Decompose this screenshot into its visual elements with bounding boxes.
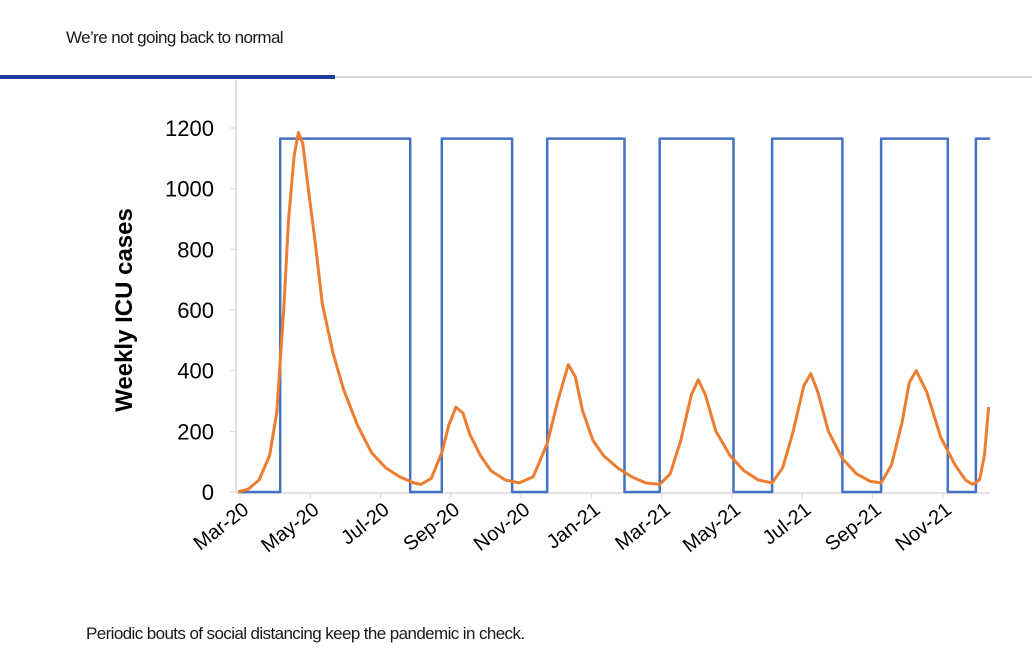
x-tick-label: Jan-21 [543, 499, 605, 554]
icu-cases-series [237, 131, 991, 494]
caption: Periodic bouts of social distancing keep… [86, 624, 525, 643]
header-title: We’re not going back to normal [66, 28, 284, 47]
y-axis: 0 200 400 600 800 1000 1200 Weekly ICU cases [111, 80, 237, 505]
header-divider [0, 76, 1032, 78]
x-tick-label: Nov-20 [470, 499, 534, 556]
x-axis: Mar-20 May-20 Jul-20 Sep-20 Nov-20 Jan-21 Mar-… [190, 492, 990, 557]
x-tick-label: Sep-21 [821, 499, 885, 556]
y-tick-label: 0 [202, 480, 214, 505]
y-tick-label: 800 [177, 237, 214, 262]
x-tick-label: Mar-21 [611, 499, 674, 555]
x-tick-label: Jul-20 [337, 499, 393, 550]
plot-area [237, 131, 991, 494]
y-tick-label: 1200 [165, 116, 214, 141]
y-tick-label: 200 [177, 419, 214, 444]
y-tick-label: 600 [177, 298, 214, 323]
x-tick-label: May-20 [257, 499, 323, 557]
header-accent-bar [0, 75, 335, 79]
y-tick-label: 1000 [165, 177, 214, 202]
y-tick-label: 400 [177, 359, 214, 384]
chart: 0 200 400 600 800 1000 1200 Weekly ICU cases M… [111, 80, 991, 557]
y-axis-label: Weekly ICU cases [111, 208, 138, 412]
x-tick-label: May-21 [679, 499, 745, 557]
distancing-step-series [238, 137, 990, 494]
x-tick-label: Jul-21 [759, 499, 815, 550]
x-tick-label: Mar-20 [190, 499, 253, 555]
x-tick-label: Nov-21 [892, 499, 956, 556]
x-tick-label: Sep-20 [400, 499, 464, 556]
